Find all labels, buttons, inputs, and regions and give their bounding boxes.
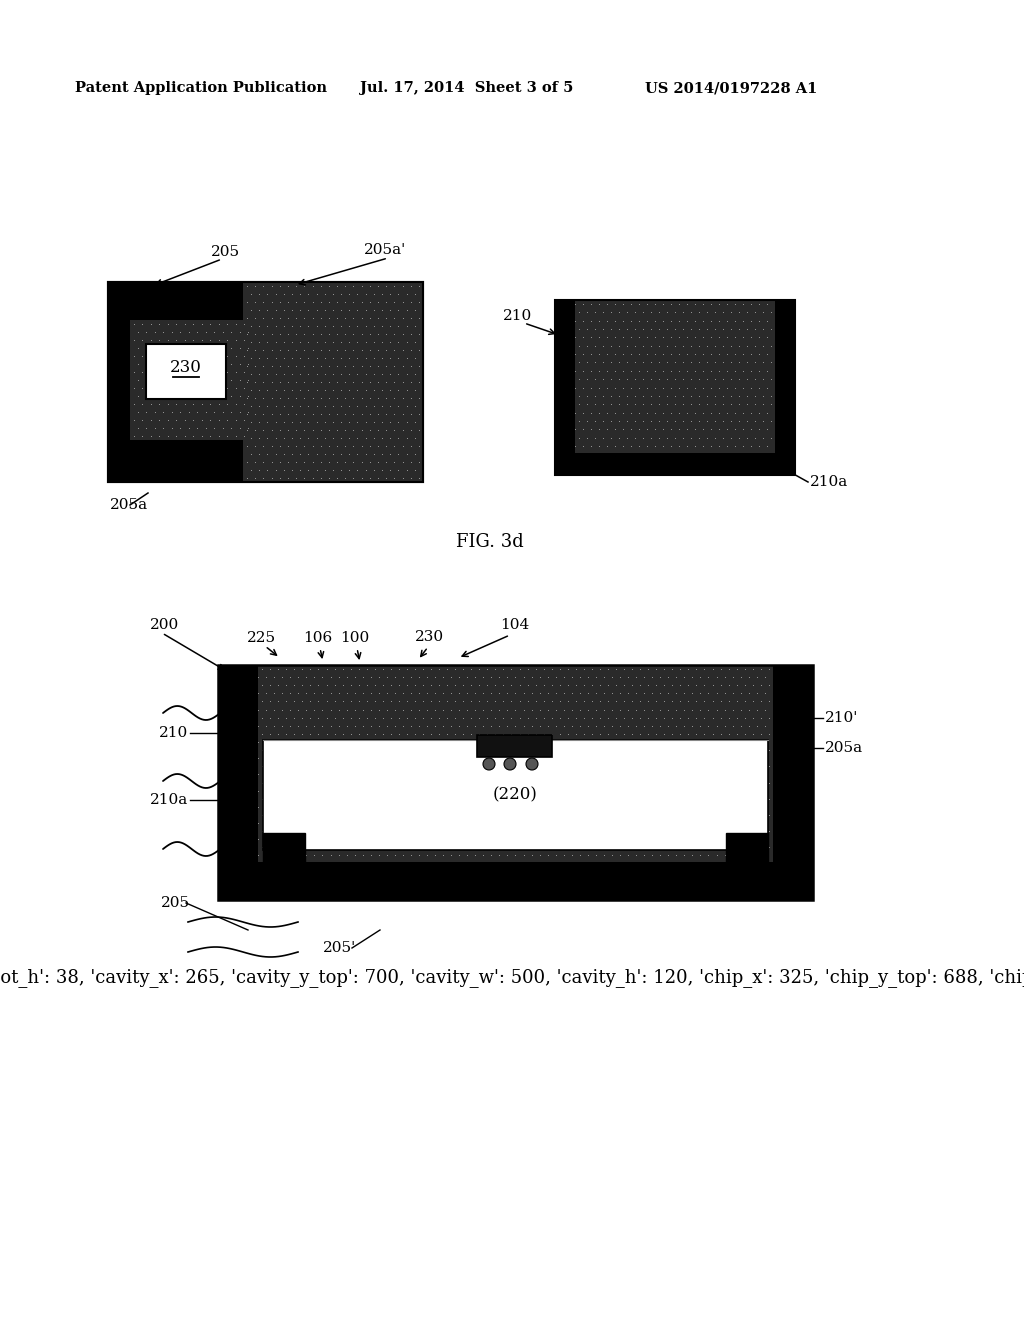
Bar [218, 862, 813, 900]
Text: US 2014/0197228 A1: US 2014/0197228 A1 [645, 81, 817, 95]
Text: 205: 205 [161, 896, 189, 909]
Text: Patent Application Publication: Patent Application Publication [75, 81, 327, 95]
Bar [218, 665, 813, 900]
Text: 205: 205 [211, 246, 240, 259]
Bar [243, 282, 423, 482]
Text: 230: 230 [416, 630, 444, 644]
Bar [218, 665, 258, 900]
Text: 230: 230 [170, 359, 202, 376]
Circle shape [504, 758, 516, 770]
Bar [263, 741, 768, 850]
Circle shape [483, 758, 495, 770]
Text: 104: 104 [501, 618, 529, 632]
Text: 200: 200 [150, 618, 179, 632]
Text: Jul. 17, 2014  Sheet 3 of 5: Jul. 17, 2014 Sheet 3 of 5 [360, 81, 573, 95]
Bar [555, 300, 575, 475]
Text: 210': 210' [825, 711, 858, 725]
Bar [775, 300, 795, 475]
Text: 205a: 205a [825, 741, 863, 755]
Text: 210a: 210a [810, 475, 848, 488]
Circle shape [526, 758, 538, 770]
Bar [146, 345, 226, 399]
Bar [555, 300, 795, 475]
Bar [130, 319, 248, 440]
Text: 106: 106 [303, 631, 333, 645]
Text: (220): (220) [494, 787, 538, 804]
Text: 205a: 205a [110, 498, 148, 512]
Text: 210: 210 [159, 726, 188, 741]
Bar [555, 300, 795, 475]
Bar [773, 665, 813, 900]
Bar [555, 453, 795, 475]
Bar [218, 665, 813, 900]
Bar [726, 833, 768, 865]
Text: 210: 210 [504, 309, 532, 323]
Bar [108, 282, 423, 482]
Bar [263, 833, 305, 865]
Text: 100: 100 [340, 631, 370, 645]
Bar [477, 735, 552, 756]
Bar [108, 282, 423, 482]
Text: 205': 205' [324, 941, 356, 954]
Text: FIG. 3d: FIG. 3d [456, 533, 524, 550]
Text: 210a: 210a [150, 793, 188, 807]
Text: 225: 225 [248, 631, 276, 645]
Text: 205a': 205a' [364, 243, 407, 257]
Text: {'x': 220, 'y_top': 664, 'w': 590, 'h': 230, 'pillar_w': 42, 'bot_h': 38, 'cavit: {'x': 220, 'y_top': 664, 'w': 590, 'h': … [0, 969, 1024, 987]
